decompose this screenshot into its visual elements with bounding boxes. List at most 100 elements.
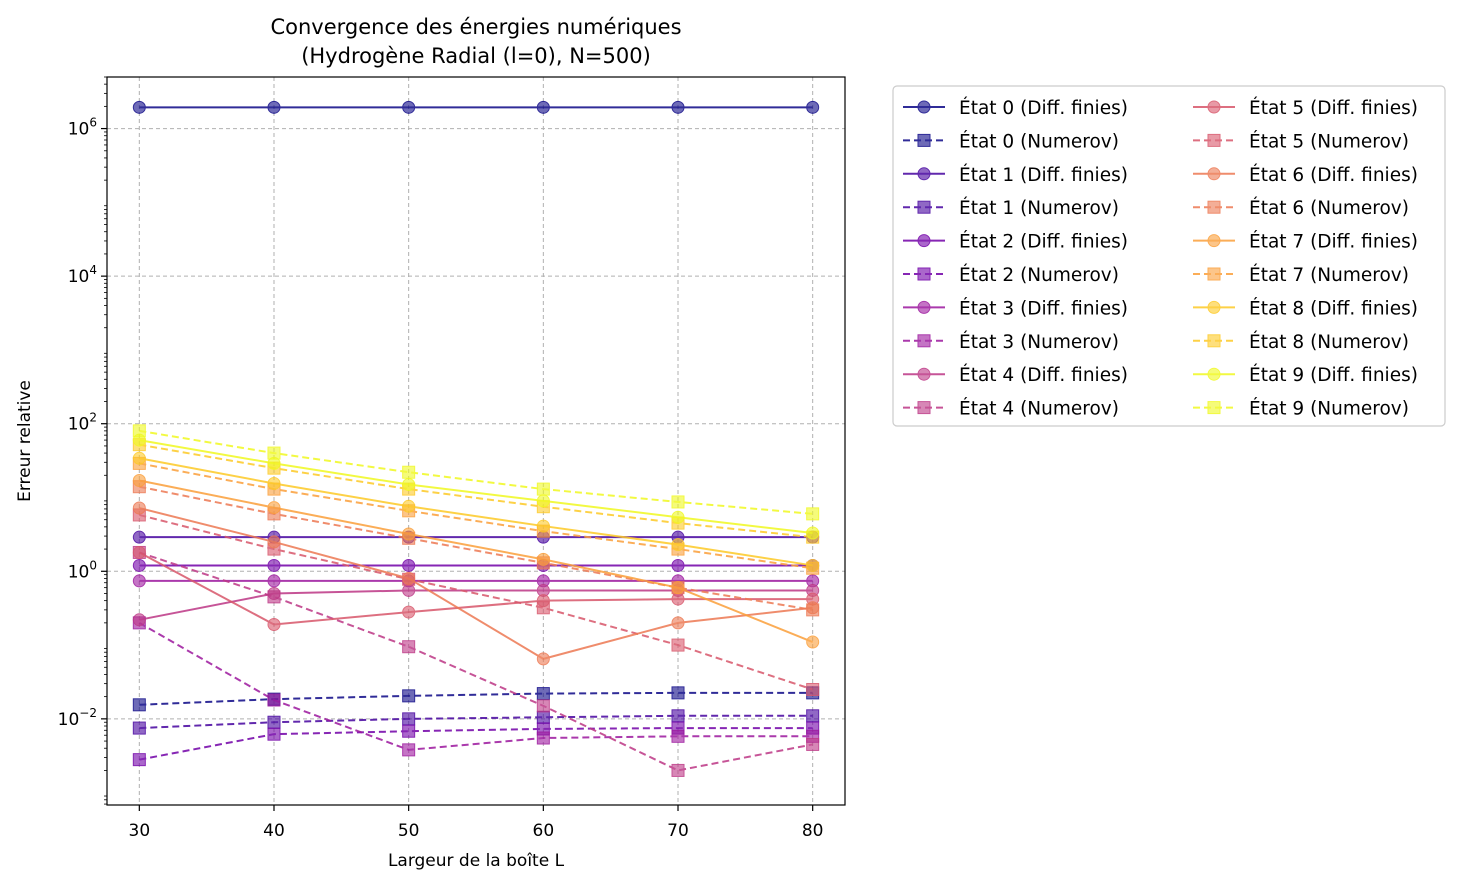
data-point: [267, 100, 281, 114]
data-point: [806, 682, 820, 696]
legend-item: [1193, 367, 1235, 381]
series-19: [132, 424, 820, 521]
legend-label: État 9 (Numerov): [1249, 398, 1409, 420]
x-tick-label: 60: [533, 821, 555, 841]
x-axis-ticks: 30 40 50 60 70 80: [129, 805, 823, 841]
data-point: [402, 465, 416, 479]
series-line: [138, 551, 813, 626]
legend-label: État 3 (Diff. finies): [959, 297, 1128, 319]
legend-item: [1193, 234, 1235, 248]
y-tick-label: 102: [68, 411, 97, 435]
legend-item: [1193, 133, 1235, 147]
series-7: [132, 616, 820, 757]
data-point: [402, 100, 416, 114]
data-point: [671, 538, 685, 552]
legend-label: État 5 (Numerov): [1249, 130, 1409, 152]
legend-label: État 4 (Diff. finies): [959, 364, 1128, 386]
data-point: [267, 618, 281, 632]
series-3: [132, 709, 820, 735]
data-point: [132, 501, 146, 515]
legend-marker: [1207, 367, 1221, 381]
legend-item: [903, 401, 945, 415]
legend-item: [903, 267, 945, 281]
x-tick-label: 30: [129, 821, 151, 841]
plot-series: [132, 100, 820, 777]
series-line: [139, 507, 813, 660]
data-point: [536, 699, 550, 713]
data-point: [402, 527, 416, 541]
legend-marker: [1207, 133, 1221, 147]
legend-item: [903, 100, 945, 114]
series-16: [132, 451, 820, 572]
legend-marker: [917, 401, 931, 415]
legend-marker: [917, 100, 931, 114]
data-point: [132, 721, 146, 735]
data-point: [402, 743, 416, 757]
data-point: [267, 727, 281, 741]
legend-item: [903, 200, 945, 214]
data-point: [402, 478, 416, 492]
x-tick-label: 40: [263, 821, 285, 841]
series-line: [139, 439, 813, 535]
series-18: [132, 433, 820, 540]
legend-item: [903, 133, 945, 147]
legend-item: [903, 167, 945, 181]
series-line: [139, 589, 813, 621]
data-point: [671, 763, 685, 777]
series-14: [132, 473, 820, 649]
legend-item: [903, 234, 945, 248]
series-0: [132, 100, 820, 114]
data-point: [806, 603, 820, 617]
series-line: [139, 714, 813, 730]
data-point: [267, 535, 281, 549]
legend-label: État 4 (Numerov): [959, 398, 1119, 420]
data-point: [806, 635, 820, 649]
series-line: [139, 479, 814, 643]
legend-marker: [1207, 167, 1221, 181]
legend-marker: [917, 133, 931, 147]
legend-item: [1193, 334, 1235, 348]
legend-frame: [892, 85, 1446, 427]
x-tick-label: 70: [667, 821, 689, 841]
data-point: [806, 558, 820, 572]
legend-marker: [917, 267, 931, 281]
data-point: [132, 558, 146, 572]
data-point: [402, 583, 416, 597]
legend-label: État 2 (Diff. finies): [959, 231, 1128, 253]
legend-marker: [1207, 267, 1221, 281]
series-line: [139, 727, 813, 761]
legend: État 0 (Diff. finies) État 0 (Numerov) Éta…: [892, 85, 1446, 427]
legend-label: État 2 (Numerov): [959, 264, 1119, 286]
data-point: [806, 737, 820, 751]
legend-item: [1193, 200, 1235, 214]
data-point: [132, 545, 146, 559]
data-point: [402, 640, 416, 654]
legend-label: État 8 (Diff. finies): [1249, 297, 1418, 319]
series-line: [139, 691, 813, 706]
legend-item: [1193, 401, 1235, 415]
legend-label: État 5 (Diff. finies): [1249, 97, 1418, 119]
legend-marker: [917, 300, 931, 314]
data-point: [402, 605, 416, 619]
data-point: [671, 495, 685, 509]
legend-marker: [917, 334, 931, 348]
data-point: [267, 446, 281, 460]
data-point: [536, 731, 550, 745]
data-point: [536, 519, 550, 533]
x-axis-label: Largeur de la boîte L: [388, 851, 565, 871]
series-line: [139, 513, 813, 691]
legend-marker: [1207, 300, 1221, 314]
data-point: [536, 601, 550, 615]
data-point: [132, 451, 146, 465]
y-tick-label: 104: [68, 263, 97, 287]
legend-label: État 0 (Numerov): [959, 130, 1119, 152]
data-point: [267, 590, 281, 604]
data-point: [132, 100, 146, 114]
data-point: [806, 526, 820, 540]
data-point: [671, 638, 685, 652]
data-point: [402, 712, 416, 726]
legend-label: État 1 (Numerov): [959, 197, 1119, 219]
data-point: [267, 558, 281, 572]
data-point: [132, 424, 146, 438]
data-point: [536, 710, 550, 724]
